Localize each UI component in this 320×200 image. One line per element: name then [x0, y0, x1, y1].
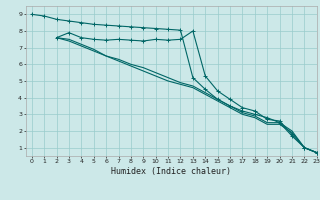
- X-axis label: Humidex (Indice chaleur): Humidex (Indice chaleur): [111, 167, 231, 176]
